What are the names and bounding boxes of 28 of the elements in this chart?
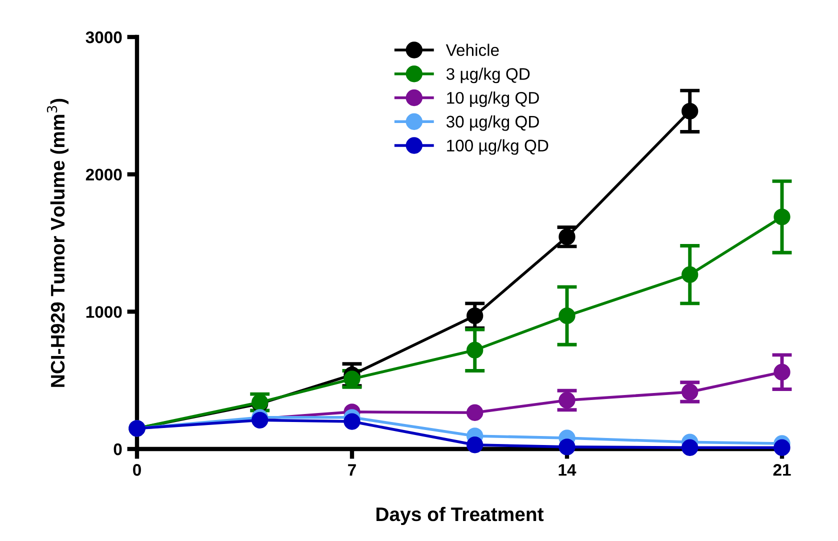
legend-label: 100 µg/kg QD: [447, 139, 548, 155]
point: [558, 438, 576, 456]
point: [682, 439, 698, 456]
point: [774, 364, 790, 380]
point: [682, 102, 698, 120]
y-tick-label: 2000: [86, 168, 122, 181]
point: [466, 404, 484, 421]
legend-label: Vehicle: [446, 44, 499, 56]
point: [466, 436, 484, 454]
point: [344, 413, 360, 430]
point: [466, 307, 484, 324]
y-tick-label: 3000: [86, 31, 122, 44]
x-tick-label: 0: [133, 464, 141, 476]
x-axis-title: Days of Treatment: [376, 506, 544, 526]
legend-label: 10 µg/kg QD: [447, 92, 539, 108]
y-tick-label: 0: [114, 443, 122, 456]
point: [774, 439, 790, 456]
y-tick-label: 1000: [86, 306, 122, 318]
x-tick-label: 14: [558, 464, 576, 476]
point: [466, 342, 484, 358]
point: [774, 208, 790, 226]
legend-label: 30 µg/kg QD: [446, 115, 539, 131]
point: [558, 307, 576, 324]
y-axis-title: NCI-H929 Tumor Volume (mm$^{3}$): [46, 98, 68, 387]
point: [682, 266, 698, 283]
x-tick-label: 7: [348, 464, 356, 476]
legend-label: 3 µg/kg QD: [446, 68, 530, 84]
x-tick-label: 21: [773, 464, 791, 476]
